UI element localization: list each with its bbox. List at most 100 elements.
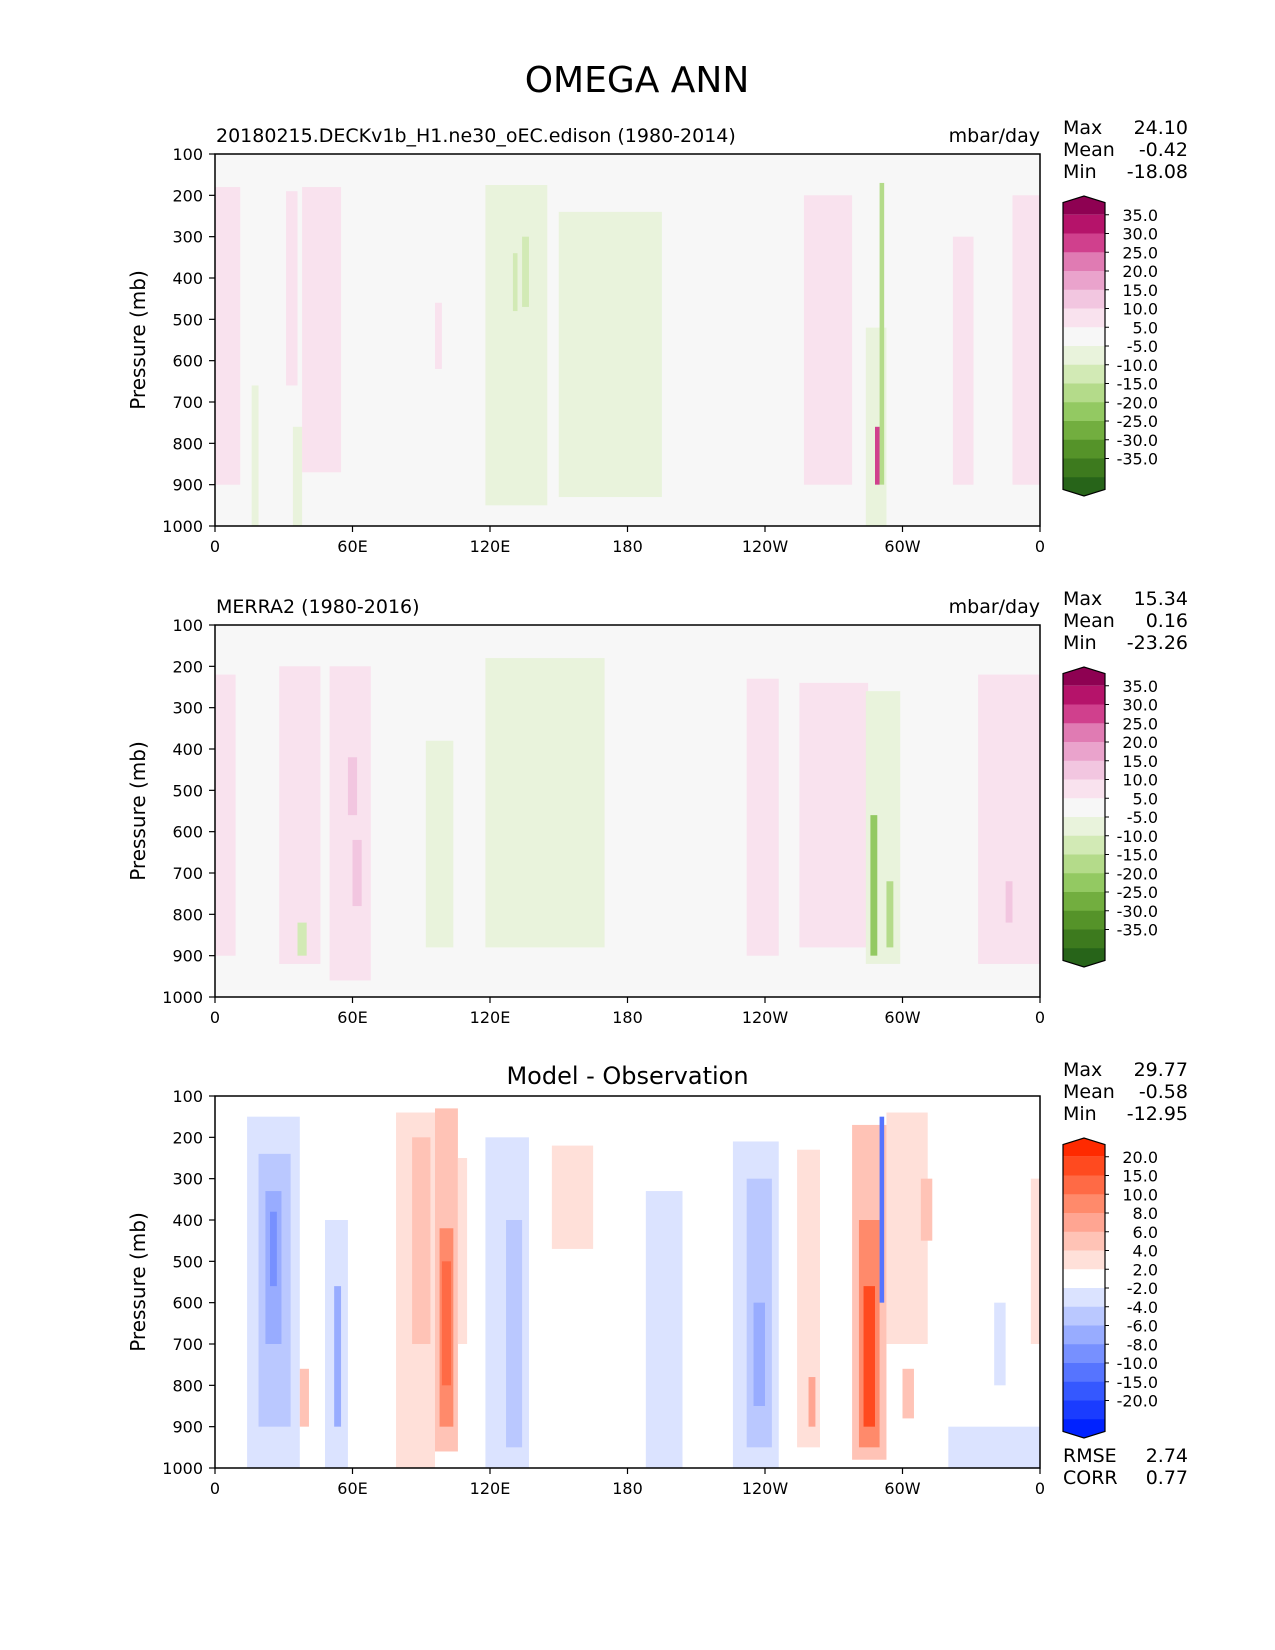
colorbar-segment (1063, 364, 1105, 384)
stat-label: CORR (1063, 1467, 1118, 1489)
contour-region (215, 674, 236, 956)
colorbar-segment (1063, 1194, 1105, 1214)
contour-regions (215, 182, 1040, 526)
colorbar-label: -5.0 (1127, 808, 1158, 827)
contour-region (753, 1302, 765, 1406)
contour-region (457, 1158, 468, 1344)
y-tick-label: 900 (172, 947, 203, 966)
stat-value: 24.10 (1134, 117, 1188, 139)
colorbar-label: 25.0 (1122, 714, 1158, 733)
colorbar-label: 20.0 (1122, 1148, 1158, 1167)
colorbar-segment (1063, 798, 1105, 818)
colorbar-segment (1063, 271, 1105, 291)
colorbar-segment (1063, 383, 1105, 403)
contour-region (506, 1220, 523, 1448)
contour-region (302, 187, 342, 473)
stat-value: 2.74 (1146, 1445, 1188, 1467)
contour-region (746, 678, 779, 956)
colorbar-segment (1063, 439, 1105, 459)
stat-value: 15.34 (1134, 588, 1188, 610)
colorbar-label: 15.0 (1122, 752, 1158, 771)
panel-title: Model - Observation (506, 1062, 748, 1090)
y-axis-label: Pressure (mb) (126, 741, 150, 881)
colorbar-segment (1063, 214, 1105, 234)
stat-label: Mean (1063, 139, 1115, 161)
y-tick-label: 600 (172, 823, 203, 842)
y-tick-label: 800 (172, 1376, 203, 1395)
x-tick-label: 0 (210, 1008, 220, 1027)
stat-label: Max (1063, 1059, 1102, 1081)
y-tick-label: 200 (172, 186, 203, 205)
colorbar-segment (1063, 346, 1105, 366)
colorbar-segment (1063, 1381, 1105, 1401)
colorbar-segment (1063, 289, 1105, 309)
contour-region (329, 666, 371, 981)
contour-region (435, 302, 442, 369)
colorbar-label: -35.0 (1117, 450, 1158, 469)
colorbar-label: 20.0 (1122, 733, 1158, 752)
colorbar-label: -25.0 (1117, 412, 1158, 431)
contour-region (863, 1286, 875, 1427)
y-tick-label: 900 (172, 1418, 203, 1437)
colorbar-segment (1063, 704, 1105, 724)
colorbar-segment (1063, 817, 1105, 837)
y-tick-label: 500 (172, 310, 203, 329)
colorbar-segment (1063, 1156, 1105, 1176)
colorbar-label: -15.0 (1117, 846, 1158, 865)
colorbar-label: -8.0 (1127, 1335, 1158, 1354)
colorbar-segment (1063, 929, 1105, 949)
colorbar-label: 25.0 (1122, 243, 1158, 262)
colorbar-label: -15.0 (1117, 375, 1158, 394)
colorbar-label: 4.0 (1133, 1242, 1158, 1261)
x-tick-label: 0 (210, 537, 220, 556)
panel-title: 20180215.DECKv1b_H1.ne30_oEC.edison (198… (216, 125, 736, 147)
y-tick-label: 400 (172, 740, 203, 759)
colorbar-label: -20.0 (1117, 1392, 1158, 1411)
x-tick-label: 120W (742, 1479, 789, 1498)
colorbar-label: -25.0 (1117, 883, 1158, 902)
contour-region (251, 385, 259, 526)
colorbar-label: 10.0 (1122, 300, 1158, 319)
contour-region (425, 740, 454, 948)
colorbar-label: -10.0 (1117, 1354, 1158, 1373)
colorbar-segment (1063, 760, 1105, 780)
y-tick-label: 1000 (162, 1459, 203, 1478)
contour-region (270, 1211, 277, 1287)
contour-regions (215, 658, 1040, 981)
colorbar-segment (1063, 1306, 1105, 1326)
x-tick-label: 0 (210, 1479, 220, 1498)
colorbar-extend-min (1063, 1419, 1105, 1438)
stat-label: Min (1063, 161, 1097, 183)
y-tick-label: 900 (172, 476, 203, 495)
contour-region (512, 253, 518, 312)
y-tick-label: 400 (172, 1211, 203, 1230)
colorbar-label: 15.0 (1122, 281, 1158, 300)
colorbar-extend-min (1063, 477, 1105, 496)
colorbar-segment (1063, 402, 1105, 422)
x-tick-label: 120W (742, 537, 789, 556)
x-tick-label: 60W (884, 1479, 920, 1498)
colorbar-segment (1063, 421, 1105, 441)
colorbar-label: 10.0 (1122, 771, 1158, 790)
y-tick-label: 300 (172, 1170, 203, 1189)
figure-title: OMEGA ANN (525, 60, 750, 101)
colorbar-segment (1063, 892, 1105, 912)
contour-region (522, 236, 529, 307)
colorbar-segment (1063, 1213, 1105, 1233)
colorbar-segment (1063, 1269, 1105, 1289)
y-tick-label: 100 (172, 1087, 203, 1106)
x-tick-label: 0 (1035, 1479, 1045, 1498)
contour-region (952, 236, 974, 485)
colorbar-label: 6.0 (1133, 1223, 1158, 1242)
contour-region (412, 1137, 431, 1344)
contour-region (485, 185, 548, 506)
colorbar-label: 5.0 (1133, 789, 1158, 808)
y-tick-label: 1000 (162, 517, 203, 536)
colorbar-segment (1063, 1344, 1105, 1364)
colorbar-segment (1063, 1175, 1105, 1195)
colorbar-label: -30.0 (1117, 902, 1158, 921)
stat-value: -0.42 (1139, 139, 1188, 161)
panel-difference: 100 200 300 400 500 600 700 800 900 1000 0 60E 120E 1… (126, 1059, 1188, 1498)
